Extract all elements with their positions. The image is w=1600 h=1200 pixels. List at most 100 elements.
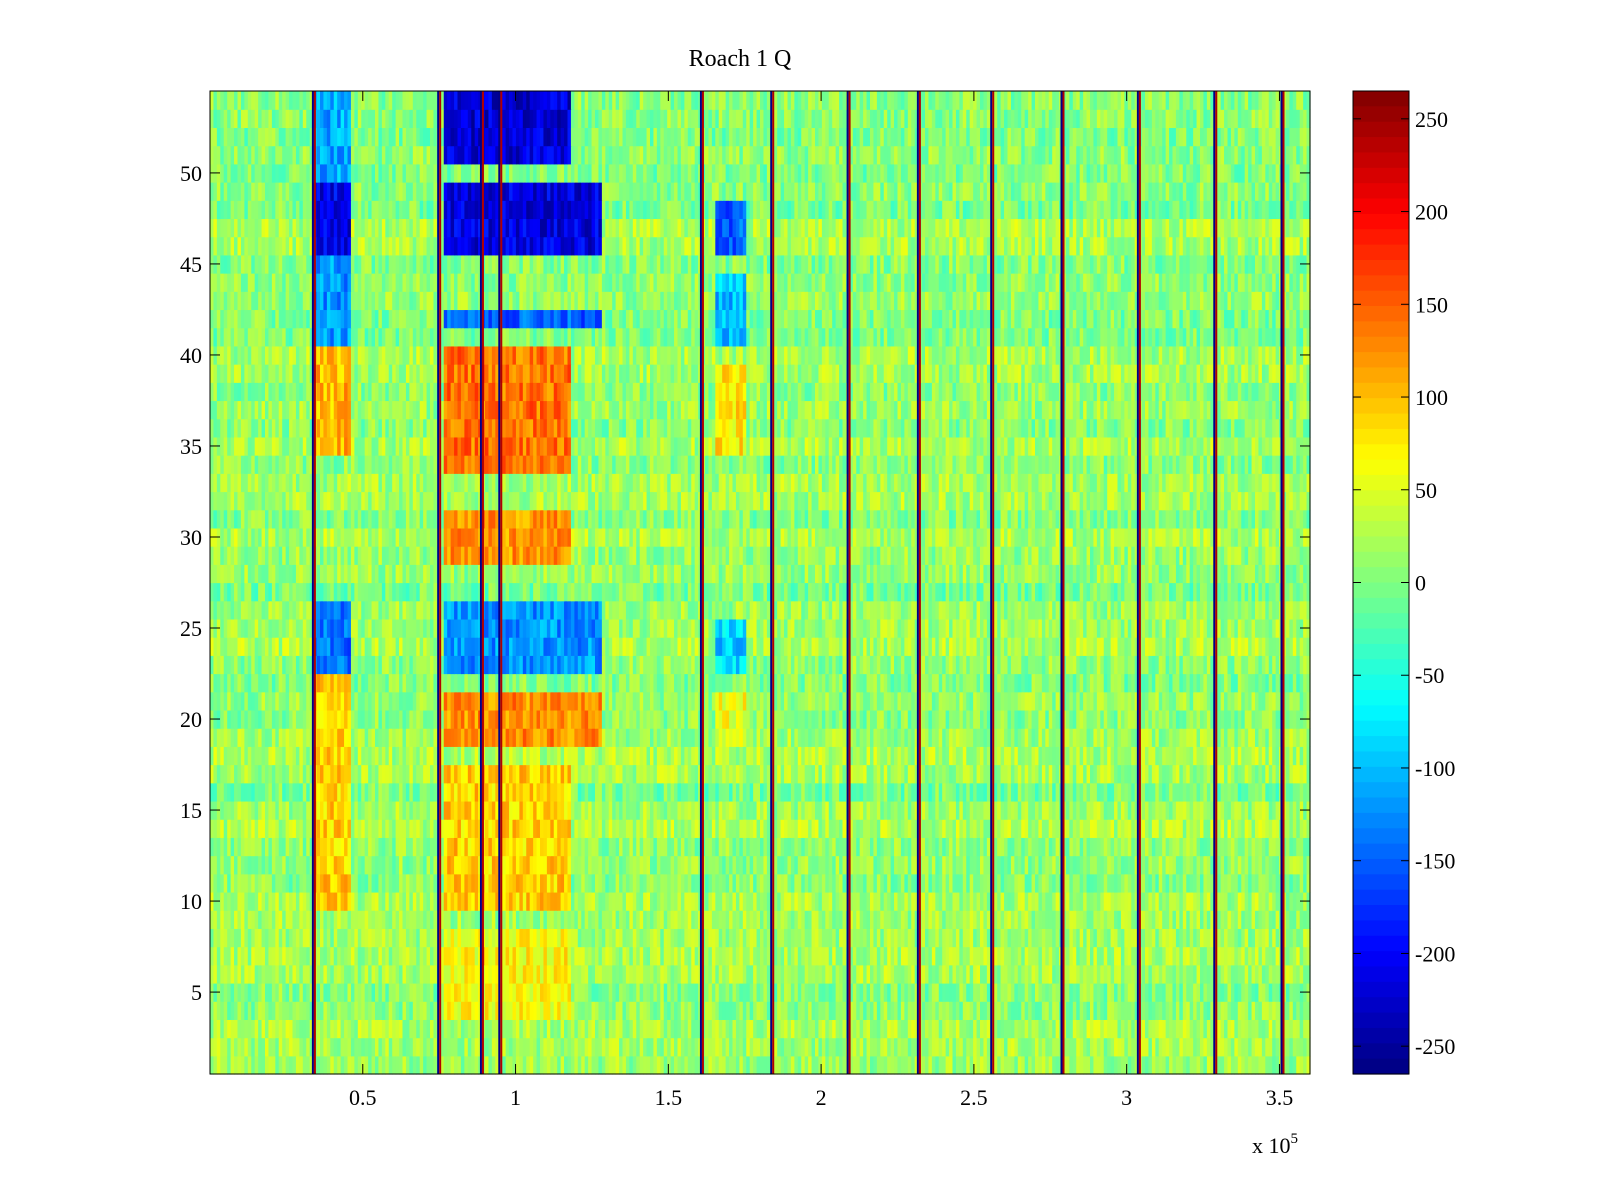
heatmap-cell: [598, 910, 603, 929]
heatmap-cell: [677, 782, 682, 802]
heatmap-cell: [557, 891, 562, 911]
heatmap-cell: [1169, 891, 1174, 911]
heatmap-cell: [1065, 800, 1070, 820]
heatmap-cell: [323, 1037, 328, 1057]
heatmap-cell: [656, 1019, 661, 1039]
heatmap-cell: [680, 1055, 685, 1075]
heatmap-cell: [553, 891, 558, 911]
heatmap-cell: [1230, 1001, 1235, 1020]
heatmap-cell: [1141, 1001, 1146, 1020]
heatmap-cell: [650, 982, 655, 1002]
heatmap-cell: [1079, 982, 1084, 1002]
heatmap-cell: [423, 1019, 428, 1039]
heatmap-cell: [454, 837, 459, 857]
heatmap-cell: [1134, 800, 1139, 820]
heatmap-cell: [247, 891, 252, 911]
heatmap-cell: [969, 1055, 974, 1075]
heatmap-cell: [213, 1037, 218, 1057]
heatmap-cell: [1255, 837, 1260, 857]
heatmap-cell: [911, 1001, 916, 1020]
heatmap-cell: [722, 1019, 727, 1039]
heatmap-cell: [595, 946, 600, 966]
heatmap-cell: [880, 819, 885, 838]
heatmap-cell: [595, 1019, 600, 1039]
heatmap-cell: [674, 1019, 679, 1039]
heatmap-cell: [306, 782, 311, 802]
heatmap-cell: [546, 855, 551, 875]
heatmap-cell: [1175, 910, 1180, 929]
heatmap-cell: [1234, 982, 1239, 1002]
heatmap-cell: [815, 800, 820, 820]
heatmap-cell: [285, 782, 290, 802]
heatmap-cell: [1241, 982, 1246, 1002]
heatmap-cell: [1285, 964, 1290, 984]
heatmap-cell: [1017, 928, 1022, 948]
heatmap-cell: [825, 1037, 830, 1057]
heatmap-cell: [753, 873, 758, 893]
heatmap-cell: [454, 1055, 459, 1075]
heatmap-cell: [952, 837, 957, 857]
heatmap-cell: [870, 1037, 875, 1057]
heatmap-cell: [261, 873, 266, 893]
heatmap-cell: [1010, 1001, 1015, 1020]
heatmap-cell: [962, 910, 967, 929]
heatmap-cell: [426, 873, 431, 893]
heatmap-cell: [608, 855, 613, 875]
heatmap-cell: [402, 928, 407, 948]
heatmap-cell: [519, 928, 524, 948]
heatmap-cell: [1035, 982, 1040, 1002]
heatmap-cell: [426, 819, 431, 838]
heatmap-cell: [1007, 910, 1012, 929]
heatmap-cell: [1065, 855, 1070, 875]
heatmap-cell: [1299, 873, 1304, 893]
heatmap-cell: [1069, 1001, 1074, 1020]
heatmap-cell: [760, 946, 765, 966]
heatmap-cell: [460, 928, 465, 948]
heatmap-cell: [550, 1037, 555, 1057]
heatmap-cell: [254, 964, 259, 984]
heatmap-cell: [375, 891, 380, 911]
heatmap-cell: [684, 982, 689, 1002]
heatmap-cell: [210, 1055, 215, 1075]
heatmap-cell: [1107, 837, 1112, 857]
heatmap-cell: [849, 982, 854, 1002]
heatmap-cell: [1275, 873, 1280, 893]
heatmap-cell: [715, 1001, 720, 1020]
heatmap-cell: [1217, 1055, 1222, 1075]
heatmap-cell: [955, 1001, 960, 1020]
heatmap-cell: [223, 928, 228, 948]
heatmap-cell: [213, 1019, 218, 1039]
heatmap-cell: [705, 964, 710, 984]
heatmap-cell: [1303, 946, 1308, 966]
heatmap-cell: [1285, 946, 1290, 966]
heatmap-cell: [1045, 1037, 1050, 1057]
heatmap-cell: [1004, 1019, 1009, 1039]
heatmap-cell: [282, 964, 287, 984]
heatmap-cell: [1175, 891, 1180, 911]
heatmap-cell: [849, 928, 854, 948]
heatmap-cell: [735, 1037, 740, 1057]
heatmap-cell: [340, 1037, 345, 1057]
heatmap-cell: [739, 819, 744, 838]
heatmap-cell: [1169, 800, 1174, 820]
heatmap-cell: [1048, 800, 1053, 820]
heatmap-cell: [684, 928, 689, 948]
heatmap-cell: [574, 819, 579, 838]
heatmap-cell: [392, 1055, 397, 1075]
heatmap-cell: [949, 928, 954, 948]
heatmap-cell: [632, 928, 637, 948]
heatmap-cell: [708, 837, 713, 857]
heatmap-cell: [725, 891, 730, 911]
heatmap-cell: [1193, 910, 1198, 929]
heatmap-cell: [1110, 1019, 1115, 1039]
heatmap-cell: [1268, 1037, 1273, 1057]
heatmap-cell: [409, 837, 414, 857]
heatmap-cell: [718, 928, 723, 948]
heatmap-cell: [787, 946, 792, 966]
heatmap-cell: [856, 1019, 861, 1039]
heatmap-cell: [1151, 800, 1156, 820]
heatmap-cell: [1114, 928, 1119, 948]
heatmap-cell: [900, 964, 905, 984]
heatmap-cell: [1038, 910, 1043, 929]
heatmap-cell: [1282, 964, 1287, 984]
